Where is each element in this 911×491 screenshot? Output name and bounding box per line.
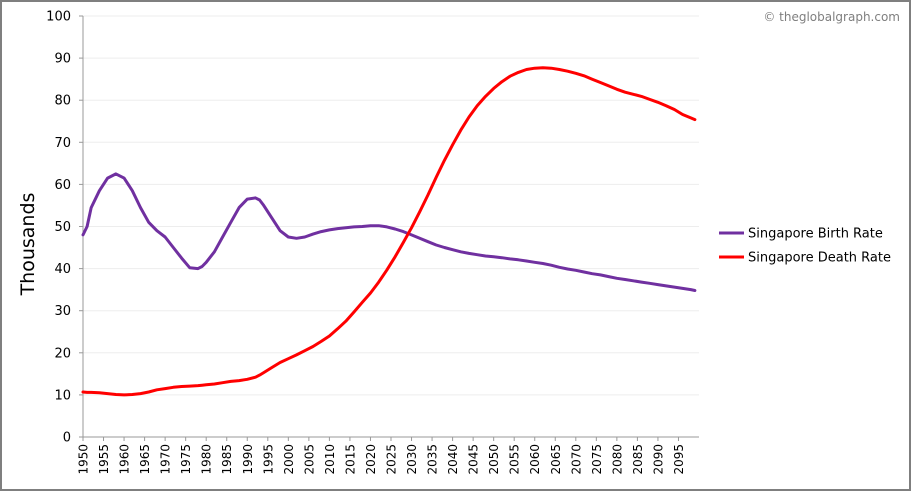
x-tick-label: 2070 [569,444,583,475]
series-lines [81,66,697,397]
x-tick-label: 2075 [590,444,604,475]
x-tick-label: 1985 [220,444,234,475]
y-tick-labels: 0 10 20 30 40 50 60 70 80 90 100 [46,10,83,446]
x-tick-label: 1975 [179,444,193,475]
y-tick-label: 80 [54,94,71,109]
x-tick-label: 2050 [487,444,501,475]
y-tick-label: 100 [46,10,71,25]
x-tick-label: 2080 [610,444,624,475]
x-tick-label: 2060 [528,444,542,475]
y-tick-label: 20 [54,346,71,361]
x-tick-label: 2025 [385,444,399,475]
x-tick-label: 2040 [446,444,460,475]
x-tick-label: 1965 [138,444,152,475]
series-line-birth-rate [81,172,697,292]
x-tick-label: 1995 [261,444,275,475]
x-tick-label: 2095 [672,444,686,475]
y-axis-label: Thousands [17,193,39,297]
x-tick-label: 2090 [651,444,665,475]
legend: Singapore Birth Rate Singapore Death Rate [719,227,891,266]
x-tick-label: 2000 [282,444,296,475]
x-tick-label: 1960 [118,444,132,475]
x-tick-label: 2045 [467,444,481,475]
x-tick-label: 2020 [364,444,378,475]
x-tick-label: 2035 [426,444,440,475]
x-tick-label: 2010 [323,444,337,475]
watermark: © theglobalgraph.com [763,10,900,24]
x-tick-label: 2030 [405,444,419,475]
x-tick-label: 2015 [343,444,357,475]
y-tick-label: 10 [54,388,71,403]
x-tick-label: 2005 [302,444,316,475]
gridlines [83,15,699,396]
series-line-death-rate [81,66,697,397]
x-tick-label: 1950 [77,444,91,475]
x-tick-label: 1980 [200,444,214,475]
x-tick-labels: 1950 1955 1960 1965 1970 1975 1980 1985 1990 1995… [77,437,686,475]
x-tick-label: 1970 [159,444,173,475]
y-tick-label: 30 [54,304,71,319]
y-tick-label: 90 [54,52,71,67]
y-tick-label: 50 [54,220,71,235]
y-tick-label: 70 [54,136,71,151]
y-tick-label: 40 [54,262,71,277]
x-tick-label: 1990 [241,444,255,475]
x-tick-label: 2055 [508,444,522,475]
x-tick-label: 1955 [97,444,111,475]
x-tick-label: 2065 [549,444,563,475]
legend-label-death-rate: Singapore Death Rate [748,251,891,266]
y-tick-label: 0 [63,431,71,446]
y-tick-label: 60 [54,178,71,193]
x-tick-label: 2085 [631,444,645,475]
legend-label-birth-rate: Singapore Birth Rate [748,227,883,242]
